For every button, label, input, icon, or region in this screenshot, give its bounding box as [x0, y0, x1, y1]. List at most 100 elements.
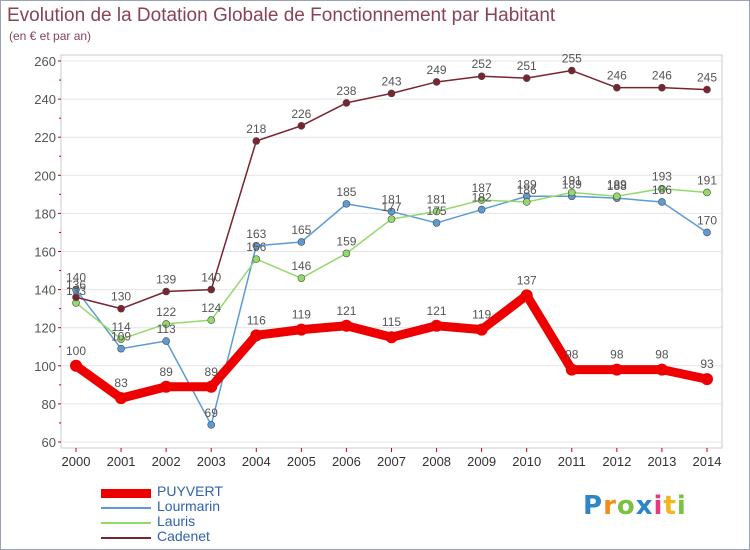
logo-letter: x [635, 491, 654, 521]
data-point-puyvert [430, 319, 443, 332]
logo-letter: t [663, 491, 677, 521]
chart-title: Evolution de la Dotation Globale de Fonc… [7, 5, 556, 26]
data-label-cadenet: 252 [472, 57, 492, 71]
data-point-lauris [567, 188, 576, 197]
data-point-cadenet [252, 137, 261, 145]
data-point-puyvert [160, 380, 173, 393]
data-label-puyvert: 137 [517, 273, 537, 287]
data-point-lauris [162, 320, 170, 328]
data-point-lauris [207, 316, 216, 324]
legend-swatch [101, 537, 151, 539]
x-tick-label: 2007 [377, 454, 406, 469]
x-tick-label: 2009 [467, 454, 496, 469]
logo-letter: i [653, 491, 664, 521]
data-label-puyvert: 98 [610, 348, 624, 362]
legend-label: PUYVERT [157, 483, 223, 499]
x-tick-label: 2002 [152, 454, 181, 469]
data-point-cadenet [162, 287, 170, 296]
legend-label: Lauris [157, 513, 196, 529]
data-label-puyvert: 119 [472, 308, 491, 322]
data-point-cadenet [567, 66, 576, 75]
x-tick-label: 2004 [242, 454, 271, 469]
data-label-cadenet: 136 [66, 278, 86, 292]
x-tick-label: 2001 [107, 454, 136, 469]
legend-swatch [101, 522, 151, 524]
x-tick-label: 2012 [602, 454, 631, 469]
data-label-cadenet: 130 [111, 290, 131, 304]
data-label-lauris: 181 [427, 192, 447, 206]
x-tick-label: 2006 [332, 454, 361, 469]
data-label-cadenet: 246 [652, 69, 672, 83]
data-label-lourmarin: 175 [427, 204, 447, 218]
chart-subtitle: (en € et par an) [9, 29, 92, 43]
data-label-puyvert: 100 [66, 344, 86, 358]
data-point-lauris [342, 249, 351, 258]
data-point-lourmarin [252, 241, 261, 250]
data-point-lauris [117, 335, 125, 343]
x-tick-label: 2008 [422, 454, 451, 469]
data-point-puyvert [70, 359, 82, 372]
data-label-puyvert: 116 [247, 313, 266, 327]
data-point-puyvert [385, 331, 398, 344]
data-point-puyvert [565, 363, 578, 376]
data-point-lourmarin [207, 421, 216, 429]
data-label-puyvert: 115 [382, 315, 401, 329]
data-label-cadenet: 238 [336, 84, 356, 98]
data-point-lauris [297, 274, 306, 282]
data-point-lourmarin [432, 219, 441, 227]
legend-label: Lourmarin [157, 498, 221, 514]
data-label-lourmarin: 185 [336, 185, 356, 199]
data-label-cadenet: 243 [381, 74, 401, 88]
data-label-lourmarin: 109 [111, 330, 131, 344]
data-label-puyvert: 93 [700, 357, 714, 371]
data-point-cadenet [387, 89, 396, 98]
data-point-puyvert [205, 380, 218, 393]
data-label-lauris: 191 [562, 173, 582, 187]
y-tick-label: 80 [42, 397, 56, 412]
data-label-cadenet: 245 [697, 71, 717, 85]
data-label-lourmarin: 182 [472, 191, 492, 205]
x-tick-label: 2000 [62, 454, 91, 469]
data-point-lourmarin [658, 198, 666, 206]
x-tick-label: 2005 [287, 454, 316, 469]
data-point-puyvert [295, 323, 308, 336]
data-point-cadenet [522, 74, 531, 82]
data-label-lourmarin: 189 [517, 177, 537, 191]
data-label-lauris: 159 [336, 234, 356, 248]
data-label-lauris: 156 [246, 240, 266, 254]
data-label-puyvert: 89 [159, 365, 173, 379]
data-label-cadenet: 139 [156, 273, 176, 287]
y-tick-label: 60 [42, 435, 56, 450]
data-point-lauris [613, 192, 621, 201]
data-point-lauris [477, 196, 486, 204]
x-tick-label: 2014 [693, 454, 722, 469]
data-label-puyvert: 121 [427, 304, 447, 318]
proxiti-logo: Proxiti [583, 491, 687, 521]
data-label-puyvert: 89 [205, 365, 219, 379]
data-label-cadenet: 218 [246, 122, 266, 136]
data-point-lourmarin [703, 228, 711, 237]
data-label-lourmarin: 69 [205, 406, 219, 420]
data-point-lourmarin [72, 285, 80, 294]
data-label-cadenet: 226 [291, 107, 311, 121]
data-label-lourmarin: 140 [66, 271, 86, 285]
data-point-lourmarin [477, 205, 486, 214]
data-label-lauris: 191 [697, 173, 717, 187]
data-point-cadenet [297, 121, 306, 130]
data-label-lourmarin: 188 [607, 179, 627, 193]
data-label-cadenet: 249 [427, 63, 447, 77]
data-point-lauris [252, 255, 261, 263]
data-point-cadenet [117, 304, 125, 313]
data-point-lourmarin [342, 200, 351, 208]
data-point-lauris [658, 184, 666, 193]
data-label-puyvert: 98 [565, 348, 579, 362]
data-point-lauris [703, 188, 711, 197]
data-label-puyvert: 98 [655, 348, 669, 362]
data-label-lauris: 133 [66, 284, 86, 298]
x-tick-label: 2013 [647, 454, 676, 469]
y-tick-label: 260 [34, 54, 56, 69]
data-point-cadenet [72, 293, 80, 302]
x-tick-label: 2003 [197, 454, 226, 469]
data-point-lourmarin [297, 238, 306, 246]
